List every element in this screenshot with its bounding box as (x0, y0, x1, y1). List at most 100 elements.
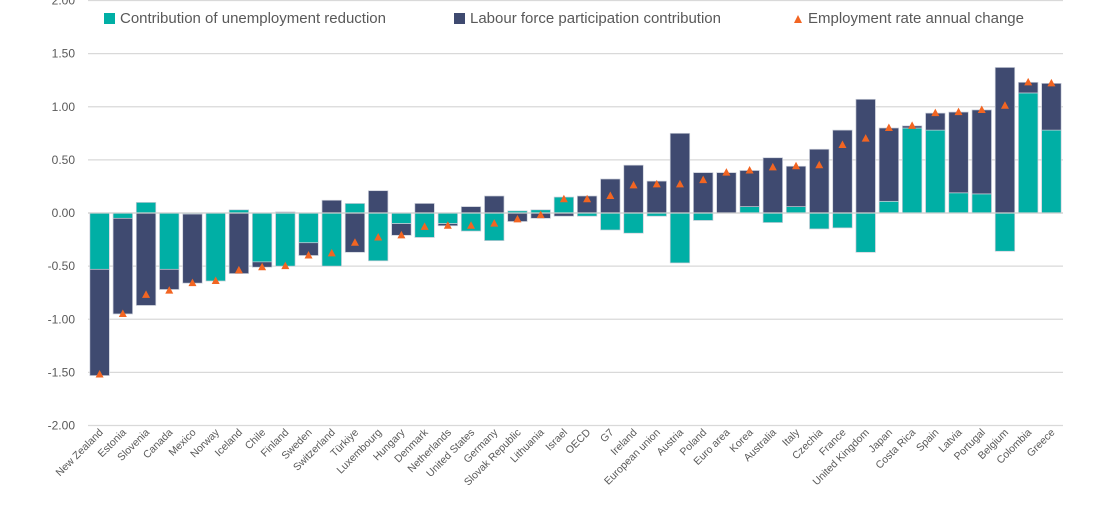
employment-rate-marker (954, 107, 963, 116)
bar-unemployment-contribution (693, 212, 714, 221)
employment-rate-marker (1024, 77, 1033, 86)
employment-rate-marker (931, 108, 940, 117)
bar-unemployment-contribution (1041, 129, 1062, 214)
bar-participation-contribution (344, 212, 366, 253)
employment-rate-marker (234, 265, 243, 274)
bar-participation-contribution (414, 203, 435, 214)
y-tick-label: 0.00 (52, 206, 76, 220)
employment-rate-marker (420, 222, 429, 230)
employment-rate-marker (397, 230, 406, 239)
employment-rate-marker (699, 175, 708, 184)
legend-item-unemployment: Contribution of unemployment reduction (104, 10, 454, 27)
bar-participation-contribution (112, 217, 133, 315)
bar-unemployment-contribution (112, 212, 133, 219)
y-tick-label: 0.50 (52, 153, 76, 167)
employment-rate-marker (211, 276, 220, 284)
employment-rate-marker (258, 262, 267, 271)
bar-unemployment-contribution (785, 206, 807, 214)
employment-rate-marker (908, 121, 917, 129)
employment-rate-marker (536, 210, 545, 219)
bar-unemployment-contribution (832, 212, 853, 229)
bar-unemployment-contribution (344, 203, 366, 214)
employment-rate-marker (606, 191, 615, 199)
bar-unemployment-contribution (252, 212, 273, 263)
employment-rate-marker (467, 221, 476, 229)
employment-rate-marker (142, 290, 151, 298)
bar-unemployment-contribution (925, 129, 946, 214)
bar-participation-contribution (971, 109, 992, 195)
employment-rate-marker (1047, 78, 1056, 87)
bar-unemployment-contribution (159, 212, 180, 270)
bar-unemployment-contribution (739, 206, 760, 214)
legend-label: Labour force participation contribution (470, 10, 721, 27)
bar-participation-contribution (878, 127, 899, 202)
triangle-marker-icon (794, 14, 802, 23)
bar-participation-contribution (228, 212, 249, 274)
legend-label: Employment rate annual change (808, 10, 1024, 27)
employment-rate-marker (165, 286, 174, 294)
bar-unemployment-contribution (878, 200, 899, 214)
employment-rate-marker (745, 166, 754, 174)
bar-participation-contribution (948, 111, 969, 194)
bar-participation-contribution (669, 132, 691, 214)
employment-rate-marker (95, 370, 104, 378)
employment-rate-marker (118, 309, 127, 317)
bar-participation-contribution (994, 67, 1016, 214)
bars (88, 67, 1063, 376)
employment-rate-marker (768, 162, 777, 171)
bar-participation-contribution (855, 98, 876, 214)
employment-rate-marker (443, 221, 452, 229)
employment-rate-marker (559, 194, 568, 203)
bar-unemployment-contribution (948, 192, 969, 214)
legend-item-employment-rate: Employment rate annual change (794, 10, 1024, 27)
y-axis: 2.00 1.50 1.00 0.50 0.00 -0.50 -1.00 -1.50 -2.00 (48, 0, 76, 433)
bar-participation-contribution (739, 170, 760, 207)
bar-unemployment-contribution (321, 212, 342, 267)
bar-participation-contribution (484, 195, 505, 214)
bar-unemployment-contribution (855, 212, 876, 253)
legend-label: Contribution of unemployment reduction (120, 10, 386, 27)
bar-participation-contribution (460, 206, 482, 214)
employment-rate-marker (675, 179, 684, 188)
employment-rate-marker (838, 140, 847, 148)
employment-rate-marker (815, 160, 824, 169)
bar-participation-contribution (716, 172, 737, 214)
bar-unemployment-contribution (391, 212, 412, 224)
bar-unemployment-contribution (600, 212, 621, 231)
bar-unemployment-contribution (275, 212, 296, 267)
employment-rate-marker (513, 214, 522, 223)
legend: Contribution of unemployment reduction L… (104, 10, 1024, 27)
bar-unemployment-contribution (623, 212, 644, 234)
employment-rate-marker (188, 278, 197, 287)
employment-rate-marker (1000, 101, 1009, 109)
employment-rate-marker (629, 180, 638, 189)
markers (95, 77, 1056, 378)
x-axis: New ZealandEstoniaSloveniaCanadaMexicoNo… (53, 426, 1057, 488)
bar-participation-contribution (1041, 83, 1062, 131)
bar-unemployment-contribution (669, 212, 691, 264)
y-tick-label: -1.00 (48, 312, 76, 326)
employment-rate-marker (884, 123, 893, 131)
y-tick-label: 1.50 (52, 47, 76, 61)
employment-rate-marker (281, 261, 290, 270)
employment-rate-marker (792, 161, 801, 170)
bar-participation-contribution (809, 148, 830, 214)
employment-rate-marker (652, 179, 661, 188)
bar-unemployment-contribution (135, 202, 157, 214)
employment-rate-marker (977, 105, 986, 113)
employment-rate-marker (327, 248, 336, 257)
employment-rate-marker (490, 219, 499, 227)
bar-participation-contribution (182, 213, 203, 284)
bar-unemployment-contribution (809, 212, 830, 230)
y-tick-label: -1.50 (48, 365, 76, 379)
bar-participation-contribution (89, 268, 110, 376)
y-tick-label: -2.00 (48, 419, 76, 433)
bar-unemployment-contribution (205, 212, 226, 282)
bar-unemployment-contribution (971, 193, 992, 214)
bar-unemployment-contribution (298, 212, 319, 244)
bar-unemployment-contribution (994, 212, 1016, 252)
y-tick-label: 1.00 (52, 100, 76, 114)
bar-participation-contribution (785, 165, 807, 207)
bar-unemployment-contribution (902, 127, 923, 214)
